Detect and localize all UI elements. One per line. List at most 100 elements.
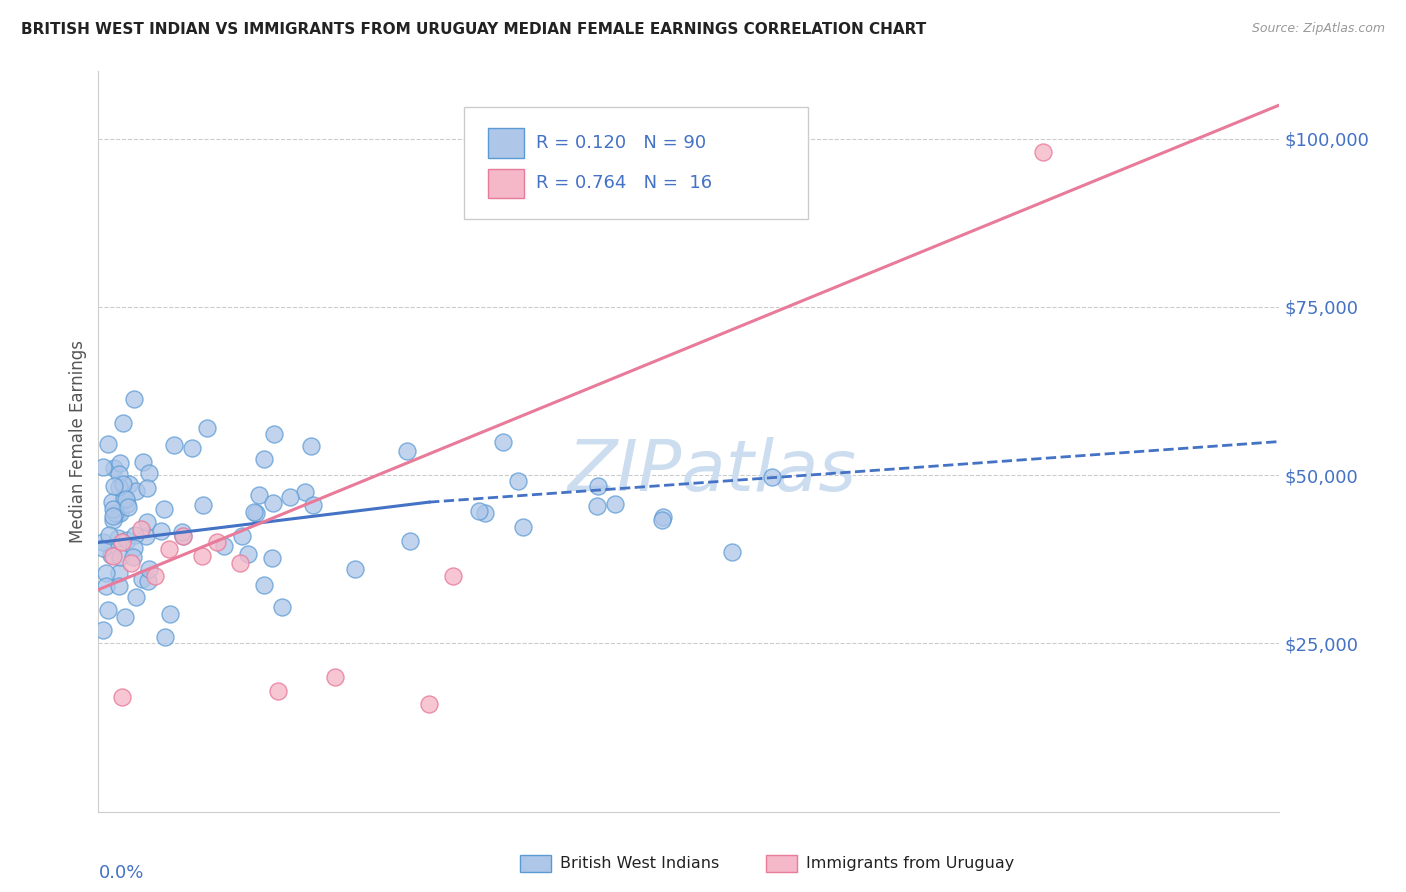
Point — [136, 574, 159, 588]
Text: Immigrants from Uruguay: Immigrants from Uruguay — [806, 856, 1014, 871]
Point — [512, 519, 534, 533]
Point — [138, 562, 160, 576]
Point — [94, 579, 117, 593]
Point — [761, 470, 783, 484]
Point — [172, 529, 194, 543]
Point — [118, 476, 141, 491]
Point — [214, 539, 236, 553]
Point — [721, 544, 744, 558]
Point — [122, 392, 145, 406]
Point — [98, 528, 121, 542]
Point — [152, 502, 174, 516]
Point — [129, 522, 152, 536]
Point — [492, 435, 515, 450]
Point — [103, 460, 125, 475]
Point — [143, 569, 166, 583]
Y-axis label: Median Female Earnings: Median Female Earnings — [69, 340, 87, 543]
Point — [159, 607, 181, 621]
Point — [115, 533, 138, 547]
Point — [299, 439, 322, 453]
Point — [245, 506, 267, 520]
Point — [262, 496, 284, 510]
Point — [108, 579, 131, 593]
Point — [112, 491, 135, 505]
Point — [108, 456, 131, 470]
Point — [100, 548, 122, 562]
Point — [91, 623, 114, 637]
Point — [172, 524, 194, 539]
Point — [253, 452, 276, 467]
Point — [1032, 145, 1054, 160]
Point — [112, 417, 135, 431]
Point — [253, 578, 276, 592]
Point — [91, 541, 114, 556]
Point — [302, 498, 325, 512]
Point — [651, 513, 673, 527]
Point — [114, 610, 136, 624]
Point — [172, 529, 194, 543]
Point — [153, 630, 176, 644]
Point — [236, 547, 259, 561]
Point — [231, 529, 253, 543]
Point — [125, 484, 148, 499]
Point — [121, 556, 143, 570]
Point — [124, 527, 146, 541]
Point — [108, 549, 131, 564]
Point — [395, 444, 418, 458]
Point — [91, 459, 114, 474]
Point — [97, 437, 120, 451]
Point — [111, 535, 134, 549]
Point — [103, 479, 125, 493]
Point — [110, 506, 132, 520]
Point — [122, 550, 145, 565]
Point — [91, 535, 114, 549]
Point — [135, 529, 157, 543]
Point — [585, 499, 607, 513]
Point — [112, 476, 135, 491]
Text: British West Indians: British West Indians — [560, 856, 718, 871]
Text: Source: ZipAtlas.com: Source: ZipAtlas.com — [1251, 22, 1385, 36]
Point — [136, 481, 159, 495]
Point — [191, 498, 214, 512]
Point — [243, 505, 266, 519]
Point — [138, 466, 160, 480]
Point — [150, 524, 173, 538]
Point — [418, 697, 440, 711]
Point — [344, 561, 367, 575]
Point — [441, 569, 464, 583]
Text: R = 0.120   N = 90: R = 0.120 N = 90 — [536, 134, 706, 152]
Point — [131, 572, 153, 586]
Point — [467, 504, 489, 518]
Point — [124, 541, 146, 556]
Point — [229, 556, 252, 570]
Point — [107, 480, 129, 494]
Point — [605, 497, 627, 511]
Point — [294, 484, 316, 499]
Point — [163, 438, 186, 452]
Point — [101, 549, 124, 563]
Point — [191, 549, 214, 563]
Point — [197, 421, 219, 435]
Point — [135, 516, 157, 530]
Text: 0.0%: 0.0% — [98, 863, 143, 881]
Point — [125, 590, 148, 604]
Text: ZIPatlas: ZIPatlas — [568, 437, 858, 506]
Point — [508, 474, 530, 488]
Point — [100, 495, 122, 509]
Point — [157, 542, 180, 557]
Point — [398, 533, 420, 548]
Point — [278, 490, 301, 504]
Point — [652, 510, 675, 524]
Point — [323, 670, 346, 684]
Point — [262, 550, 284, 565]
Point — [101, 501, 124, 516]
Point — [104, 507, 127, 521]
Point — [586, 479, 609, 493]
Point — [115, 492, 138, 507]
Point — [97, 603, 120, 617]
Point — [101, 513, 124, 527]
Point — [101, 509, 124, 524]
Point — [263, 426, 285, 441]
Point — [117, 500, 139, 514]
Text: BRITISH WEST INDIAN VS IMMIGRANTS FROM URUGUAY MEDIAN FEMALE EARNINGS CORRELATIO: BRITISH WEST INDIAN VS IMMIGRANTS FROM U… — [21, 22, 927, 37]
